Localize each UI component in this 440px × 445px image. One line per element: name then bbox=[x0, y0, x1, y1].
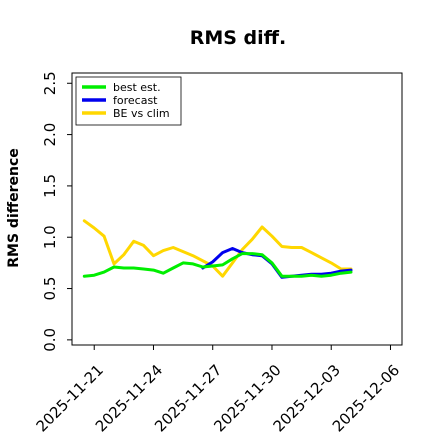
y-tick-label: 2.0 bbox=[41, 123, 59, 147]
y-tick-label: 0.5 bbox=[41, 277, 59, 301]
y-tick-label: 1.5 bbox=[41, 174, 59, 198]
y-axis-label: RMS difference bbox=[6, 148, 22, 268]
legend-label: best est. bbox=[113, 81, 161, 94]
y-tick-label: 0.0 bbox=[41, 328, 59, 352]
chart-title: RMS diff. bbox=[190, 27, 287, 49]
plot-frame bbox=[71, 72, 403, 346]
legend-label: BE vs clim bbox=[113, 107, 170, 120]
y-tick-label: 1.0 bbox=[41, 225, 59, 249]
y-tick-label: 2.5 bbox=[41, 71, 59, 95]
x-axis: 2025-11-212025-11-242025-11-272025-11-30… bbox=[33, 345, 403, 435]
y-axis: 0.0 0.5 1.0 1.5 2.0 2.5 bbox=[41, 71, 72, 352]
series-line-be-vs-clim bbox=[82, 219, 353, 278]
series-line-best-est- bbox=[82, 252, 353, 278]
series-layer bbox=[82, 219, 353, 279]
legend-label: forecast bbox=[113, 94, 158, 107]
